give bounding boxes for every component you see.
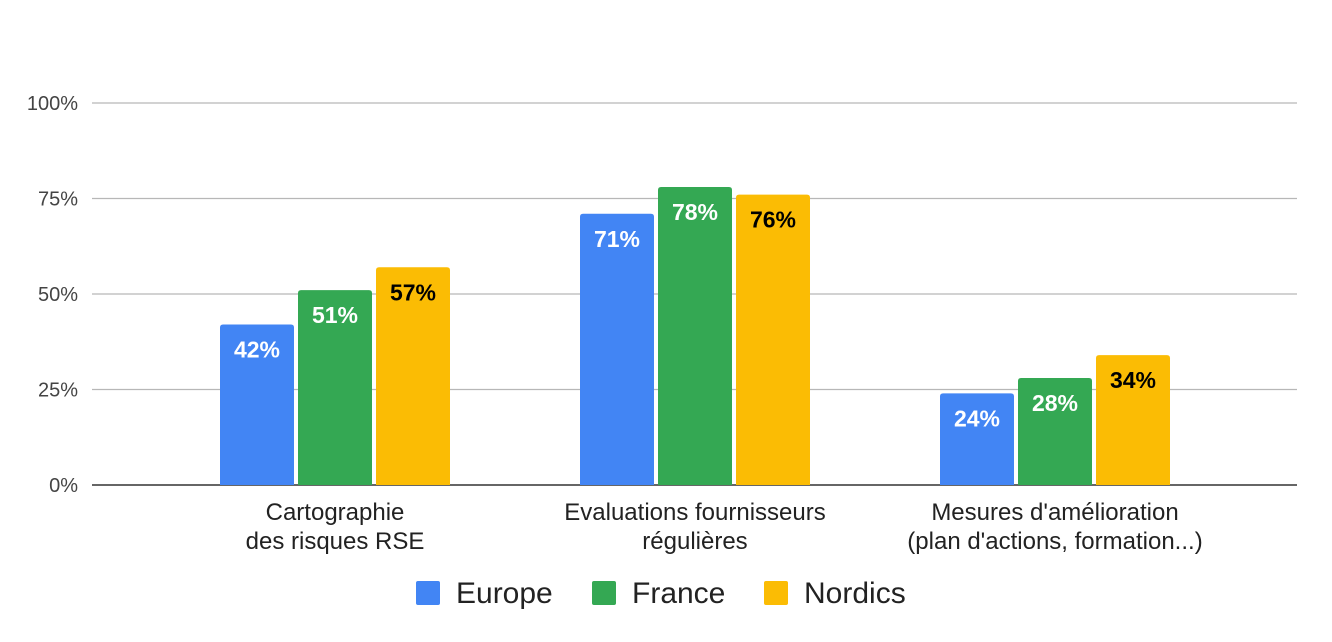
data-label: 76% bbox=[750, 207, 796, 233]
legend-swatch-nordics bbox=[764, 581, 788, 605]
bar-france-3 bbox=[1018, 378, 1092, 485]
legend-label-nordics: Nordics bbox=[804, 577, 906, 610]
data-label: 57% bbox=[390, 279, 436, 305]
category-label: Mesures d'amélioration bbox=[931, 499, 1178, 526]
bar-nordics-3 bbox=[1096, 355, 1170, 485]
data-label: 42% bbox=[234, 337, 280, 363]
category-label: des risques RSE bbox=[246, 528, 425, 555]
bar-nordics-2 bbox=[736, 194, 810, 485]
legend-label-france: France bbox=[632, 577, 725, 610]
y-axis-ticks: 0% 25% 50% 75% 100% bbox=[27, 93, 78, 497]
legend-swatch-europe bbox=[416, 581, 440, 605]
bars bbox=[220, 187, 1170, 486]
category-label: Cartographie bbox=[266, 499, 405, 526]
legend-swatch-france bbox=[592, 581, 616, 605]
bar-europe-1 bbox=[220, 324, 294, 485]
bar-france-1 bbox=[298, 290, 372, 485]
bar-france-2 bbox=[658, 187, 732, 486]
category-label: (plan d'actions, formation...) bbox=[907, 528, 1202, 555]
bar-nordics-1 bbox=[376, 267, 450, 485]
data-label: 28% bbox=[1032, 390, 1078, 416]
data-label: 78% bbox=[672, 199, 718, 225]
y-tick-label: 75% bbox=[38, 189, 78, 211]
y-tick-label: 0% bbox=[49, 475, 78, 497]
category-label: Evaluations fournisseurs bbox=[564, 499, 825, 526]
y-tick-label: 100% bbox=[27, 93, 78, 115]
y-tick-label: 25% bbox=[38, 380, 78, 402]
bar-europe-3 bbox=[940, 393, 1014, 485]
data-label: 71% bbox=[594, 226, 640, 252]
legend-label-europe: Europe bbox=[456, 577, 553, 610]
legend: Europe France Nordics bbox=[416, 577, 906, 610]
data-label: 51% bbox=[312, 302, 358, 328]
data-label: 24% bbox=[954, 405, 1000, 431]
data-label: 34% bbox=[1110, 367, 1156, 393]
category-label: régulières bbox=[642, 528, 747, 555]
y-tick-label: 50% bbox=[38, 284, 78, 306]
data-labels: 42% 51% 57% 71% 78% 76% 24% 28% 34% bbox=[234, 199, 1156, 431]
bar-europe-2 bbox=[580, 213, 654, 485]
